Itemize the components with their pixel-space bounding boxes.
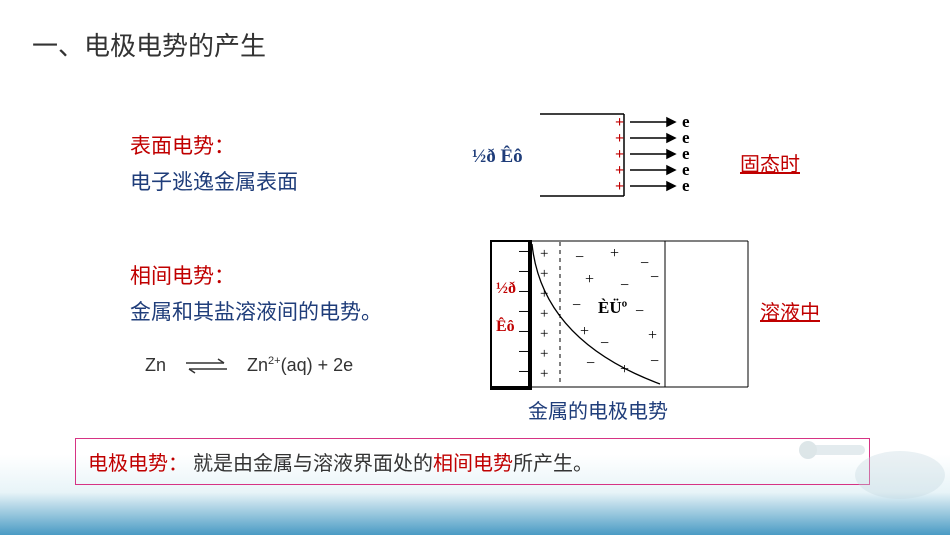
- surface-potential-body: 电子逃逸金属表面: [130, 166, 298, 196]
- conclusion-text-2: 所产生。: [513, 453, 593, 475]
- surface-diagram: + + + + + e e e e e ½ð Êô: [472, 112, 702, 198]
- svg-text:+: +: [615, 114, 624, 131]
- hand-decoration-icon: [780, 405, 950, 505]
- equation-charge: 2+: [268, 355, 281, 367]
- svg-text:+: +: [540, 286, 548, 302]
- conclusion-box: 电极电势： 就是由金属与溶液界面处的相间电势所产生。: [75, 438, 870, 485]
- solution-label-garbled: ÈÜº: [598, 298, 627, 318]
- section-surface-potential: 表面电势： 电子逃逸金属表面: [130, 130, 298, 196]
- interphase-potential-heading: 相间电势：: [130, 260, 382, 290]
- svg-text:−: −: [518, 321, 529, 343]
- svg-text:−: −: [635, 303, 644, 320]
- svg-text:−: −: [575, 249, 584, 266]
- in-solution-label: 溶液中: [760, 296, 820, 325]
- svg-text:+: +: [540, 266, 548, 282]
- page-title: 一、电极电势的产生: [32, 26, 266, 63]
- svg-text:+: +: [620, 361, 629, 378]
- svg-text:+: +: [585, 271, 594, 288]
- equation-species: Zn: [247, 355, 268, 375]
- equilibrium-arrow-icon: [184, 358, 229, 374]
- svg-text:−: −: [600, 335, 609, 352]
- interphase-diagram: −−− −−−− +++ ++++ −+− +−− −− +−+ −+− ½ð …: [490, 240, 770, 390]
- interphase-potential-body: 金属和其盐溶液间的电势。: [130, 296, 382, 326]
- equation-tail: + 2e: [313, 355, 354, 375]
- svg-text:−: −: [620, 277, 629, 294]
- equation-state: (aq): [281, 355, 313, 375]
- svg-text:−: −: [518, 341, 529, 363]
- conclusion-term: 电极电势：: [88, 453, 188, 475]
- svg-text:+: +: [615, 178, 624, 195]
- svg-text:−: −: [518, 361, 529, 383]
- conclusion-text-1: 就是由金属与溶液界面处的: [193, 453, 433, 475]
- diagram2-caption: 金属的电极电势: [528, 395, 668, 424]
- surface-potential-heading: 表面电势：: [130, 130, 298, 160]
- svg-text:+: +: [615, 130, 624, 147]
- svg-text:+: +: [540, 306, 548, 322]
- svg-text:+: +: [648, 327, 657, 344]
- equation-left: Zn: [145, 355, 166, 376]
- svg-text:+: +: [540, 246, 548, 262]
- conclusion-highlight: 相间电势: [433, 453, 513, 475]
- metal-label-1: ½ð: [496, 280, 516, 298]
- svg-text:−: −: [518, 241, 529, 263]
- svg-text:+: +: [615, 162, 624, 179]
- svg-text:e: e: [682, 176, 690, 195]
- equation-right: Zn2+(aq) + 2e: [247, 355, 353, 376]
- metal-label-garbled: ½ð Êô: [472, 146, 523, 168]
- svg-text:−: −: [518, 281, 529, 303]
- svg-text:−: −: [650, 269, 659, 286]
- svg-text:−: −: [650, 353, 659, 370]
- svg-text:−: −: [518, 261, 529, 283]
- svg-text:−: −: [640, 255, 649, 272]
- svg-text:−: −: [518, 301, 529, 323]
- svg-text:+: +: [610, 245, 619, 262]
- svg-text:−: −: [586, 355, 595, 372]
- svg-text:+: +: [540, 366, 548, 382]
- svg-text:−: −: [572, 297, 581, 314]
- zinc-equation: Zn Zn2+(aq) + 2e: [145, 355, 353, 376]
- svg-text:+: +: [540, 346, 548, 362]
- section-interphase-potential: 相间电势： 金属和其盐溶液间的电势。: [130, 260, 382, 326]
- solid-state-label: 固态时: [740, 148, 800, 177]
- metal-label-2: Êô: [496, 318, 515, 336]
- svg-text:+: +: [540, 326, 548, 342]
- slide: 一、电极电势的产生 表面电势： 电子逃逸金属表面 相间电势： 金属和其盐溶液间的…: [0, 0, 950, 535]
- svg-text:+: +: [580, 323, 589, 340]
- svg-text:+: +: [615, 146, 624, 163]
